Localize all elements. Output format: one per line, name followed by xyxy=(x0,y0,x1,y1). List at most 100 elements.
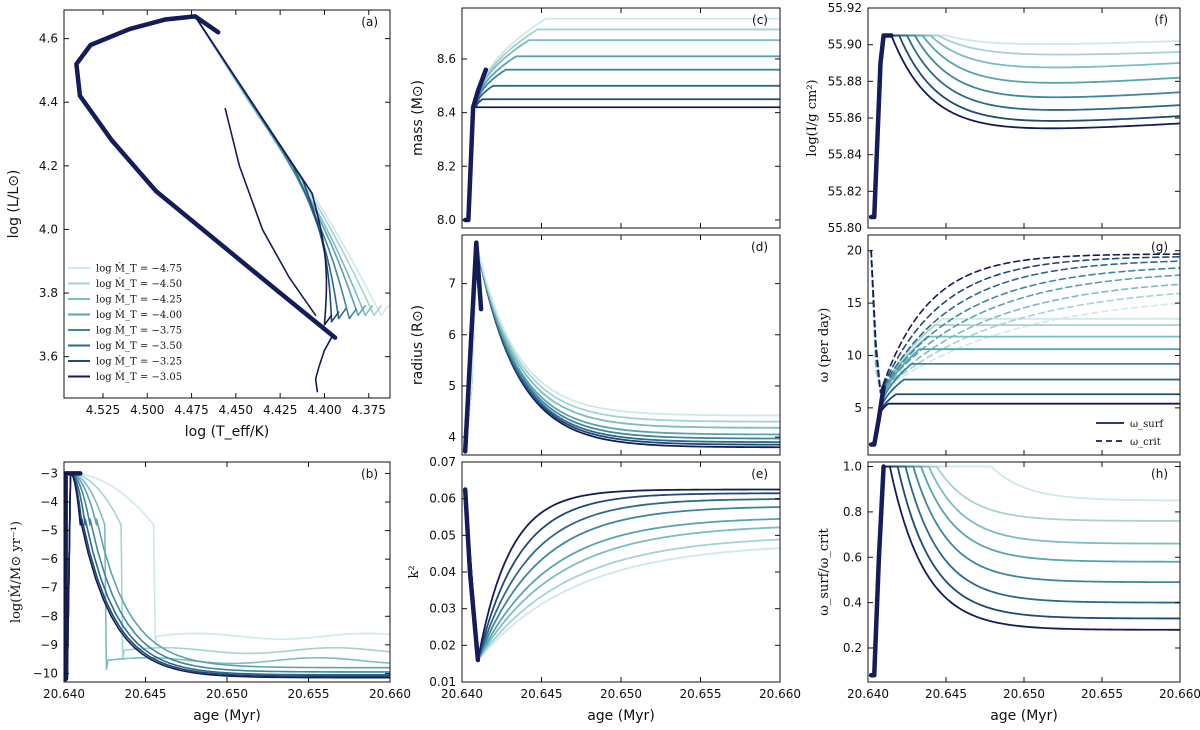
radius-series-3 xyxy=(464,241,780,453)
legend-label-6: log Ṁ_T = −3.25 xyxy=(96,356,182,368)
axes-frame-h xyxy=(867,461,1181,683)
y-tick-label: 6 xyxy=(448,328,456,342)
panel-a: 4.525 4.500 4.475 4.450 4.425 4.400 4.375 3.6 3.… xyxy=(6,9,391,440)
k2-series-6 xyxy=(464,488,780,661)
y-tick-label: −4 xyxy=(40,495,58,509)
k2-onset xyxy=(462,487,481,663)
legend-label-surf: ω_surf xyxy=(1130,419,1165,430)
y-tick-label: 4.0 xyxy=(39,222,58,236)
x-axis-label-h: age (Myr) xyxy=(990,708,1058,724)
y-tick-label: −9 xyxy=(40,638,58,652)
x-tick-label: 20.660 xyxy=(1159,687,1200,701)
ratio-series-6 xyxy=(882,465,1180,620)
inertia-onset xyxy=(868,33,894,220)
legend-label-0: log Ṁ_T = −4.75 xyxy=(96,263,182,275)
mass-series-4 xyxy=(475,68,780,109)
mdot-series-7 xyxy=(64,472,390,680)
x-tick-label: 20.645 xyxy=(125,687,167,701)
ticks-b: 20.640 20.645 20.650 20.655 20.660 −10 −9 −8 −7 −… xyxy=(33,462,411,701)
omega-crit-series-7 xyxy=(870,249,1180,393)
radius-series-4 xyxy=(464,241,780,453)
y-tick-label: 10 xyxy=(847,348,862,362)
ticks-a: 4.525 4.500 4.475 4.450 4.425 4.400 4.375 3.6 3.… xyxy=(39,10,390,417)
x-tick-label: 20.645 xyxy=(521,687,563,701)
legend-g: ω_surf ω_crit xyxy=(1096,419,1165,448)
y-tick-label: 4 xyxy=(448,430,456,444)
y-tick-label: 5 xyxy=(448,379,456,393)
x-axis-label-e: age (Myr) xyxy=(587,708,655,724)
plot-area-g xyxy=(868,249,1180,447)
x-tick-label: 4.375 xyxy=(352,403,386,417)
legend-label-7: log Ṁ_T = −3.05 xyxy=(96,371,182,383)
ratio-series-5 xyxy=(882,465,1180,604)
x-tick-label: 20.655 xyxy=(680,687,722,701)
axes-frame-d xyxy=(461,234,781,456)
x-tick-label: 20.650 xyxy=(206,687,248,701)
inertia-series-0 xyxy=(882,34,1180,46)
y-axis-label-a: log (L/L⊙) xyxy=(6,170,22,239)
k2-series-0 xyxy=(464,488,780,661)
plot-area-b xyxy=(64,471,390,682)
x-tick-label: 20.660 xyxy=(759,687,801,701)
hr-hook xyxy=(314,336,333,393)
y-tick-label: 4.2 xyxy=(39,159,58,173)
panel-tag-h: (h) xyxy=(1151,467,1168,481)
mdot-series-4 xyxy=(64,472,390,680)
omega-crit-series-2 xyxy=(870,249,1180,393)
ticks-h: 20.640 20.645 20.650 20.655 20.660 0.2 0.4 0.6 0… xyxy=(843,460,1200,701)
axes-frame-c xyxy=(461,7,781,229)
panel-tag-b: (b) xyxy=(361,467,378,481)
y-tick-label: 4.4 xyxy=(39,95,58,109)
panel-tag-d: (d) xyxy=(751,240,768,254)
omega-surf-series-5 xyxy=(878,378,1180,420)
radius-series-0 xyxy=(464,241,780,453)
y-tick-label: 1.0 xyxy=(843,460,862,474)
y-tick-label: 0.03 xyxy=(429,602,456,616)
legend-label-1: log Ṁ_T = −4.50 xyxy=(96,278,182,290)
x-axis-label-b: age (Myr) xyxy=(193,708,261,724)
y-tick-label: 55.82 xyxy=(828,184,862,198)
panel-tag-e: (e) xyxy=(751,467,768,481)
mass-series-3 xyxy=(475,55,780,109)
y-tick-label: −6 xyxy=(40,552,58,566)
inertia-series-7 xyxy=(882,34,1180,130)
mdot-series-0 xyxy=(64,472,390,680)
k2-series-4 xyxy=(464,488,780,661)
hr-series-2 xyxy=(194,15,374,317)
mdot-series-5 xyxy=(64,472,390,680)
y-tick-label: −10 xyxy=(33,666,58,680)
x-tick-label: 4.525 xyxy=(86,403,120,417)
ticks-e: 20.640 20.645 20.650 20.655 20.660 0.01 0.02 0.… xyxy=(429,455,801,701)
x-tick-label: 20.645 xyxy=(925,687,967,701)
panel-b: 20.640 20.645 20.650 20.655 20.660 −10 −9 −8 −7 −… xyxy=(7,461,411,724)
axes-frame-e xyxy=(461,461,781,683)
x-tick-label: 20.650 xyxy=(1003,687,1045,701)
omega-crit-series-3 xyxy=(870,249,1180,393)
panel-tag-g: (g) xyxy=(1151,240,1168,254)
y-axis-label-h: ω_surf/ω_crit xyxy=(817,527,832,615)
radius-series-2 xyxy=(464,241,780,453)
y-tick-label: 15 xyxy=(847,296,862,310)
plot-area-a xyxy=(74,14,390,393)
panel-h: 20.640 20.645 20.650 20.655 20.660 0.2 0.4 0.6 0… xyxy=(817,460,1200,724)
hr-series-6 xyxy=(194,15,340,323)
ratio-series-4 xyxy=(882,465,1180,584)
x-tick-label: 20.650 xyxy=(600,687,642,701)
radius-series-5 xyxy=(464,241,780,453)
mass-onset xyxy=(462,67,489,223)
omega-crit-series-4 xyxy=(870,249,1180,393)
y-tick-label: −8 xyxy=(40,609,58,623)
inertia-series-6 xyxy=(882,34,1180,122)
x-tick-label: 20.640 xyxy=(441,687,483,701)
y-axis-label-b: log(Ṁ/M⊙ yr⁻¹) xyxy=(7,521,24,623)
hr-series-4 xyxy=(194,15,358,320)
y-tick-label: 0.02 xyxy=(429,638,456,652)
y-axis-label-e: k² xyxy=(407,565,422,578)
y-tick-label: 8.0 xyxy=(437,213,456,227)
mass-series-2 xyxy=(475,39,780,109)
axes-frame-a xyxy=(63,9,391,399)
panel-f: 55.80 55.82 55.84 55.86 55.88 55.90 55.92 (f) lo… xyxy=(805,1,1181,235)
y-tick-label: 55.84 xyxy=(828,148,862,162)
plot-area-f xyxy=(868,33,1180,220)
y-tick-label: 4.6 xyxy=(39,32,58,46)
